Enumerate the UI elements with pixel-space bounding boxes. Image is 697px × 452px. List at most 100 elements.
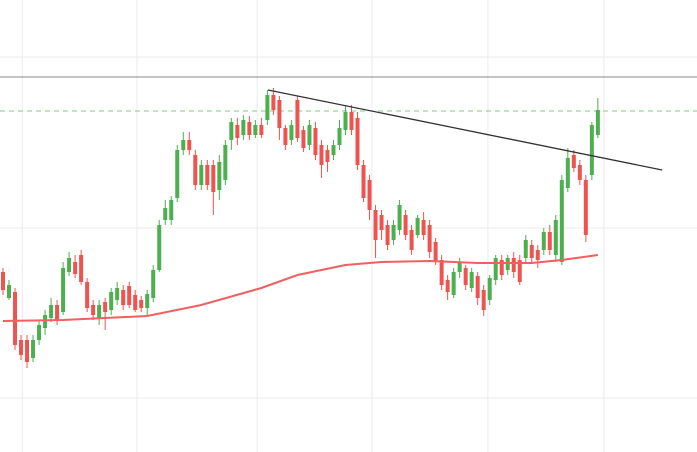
candle-body <box>289 125 294 140</box>
trendline <box>267 89 663 171</box>
candle-body <box>421 220 426 235</box>
candle-body <box>25 340 30 362</box>
candle-body <box>151 270 156 298</box>
candle-body <box>331 145 336 155</box>
candle-body <box>523 240 528 258</box>
candle-body <box>55 305 60 320</box>
candle-body <box>571 155 576 168</box>
candle-body <box>7 285 12 298</box>
candle-body <box>529 245 534 258</box>
candle-body <box>169 200 174 220</box>
candle-body <box>163 208 168 220</box>
candle-body <box>427 225 432 252</box>
candle-body <box>499 260 504 275</box>
candle-body <box>481 290 486 310</box>
candle-body <box>79 255 84 282</box>
candle-body <box>385 225 390 245</box>
candle-body <box>115 288 120 300</box>
candle-body <box>265 95 270 120</box>
candle-body <box>247 122 252 135</box>
candle-body <box>583 180 588 235</box>
candle-body <box>361 165 366 198</box>
candle-body <box>565 158 570 188</box>
candle-body <box>109 292 114 310</box>
candle-body <box>259 125 264 135</box>
candle-body <box>457 262 462 272</box>
candle-body <box>487 278 492 300</box>
candle-body <box>97 305 102 318</box>
candle-body <box>343 112 348 130</box>
candle-body <box>175 150 180 198</box>
moving-average <box>2 254 598 322</box>
candle-body <box>379 215 384 230</box>
candle-body <box>199 165 204 185</box>
candle-body <box>559 180 564 262</box>
candle-body <box>241 120 246 135</box>
candle-body <box>367 180 372 210</box>
candle-body <box>283 128 288 145</box>
candle-body <box>589 125 594 175</box>
candle-body <box>193 155 198 185</box>
candle-body <box>535 250 540 260</box>
candle-body <box>61 268 66 312</box>
candle-body <box>67 258 72 272</box>
candle-body <box>13 292 18 345</box>
candle-body <box>397 205 402 230</box>
candle-body <box>211 165 216 192</box>
candle-body <box>541 232 546 250</box>
candle-body <box>463 268 468 285</box>
candle-body <box>121 290 126 305</box>
candle-body <box>1 272 6 290</box>
candle-body <box>439 260 444 285</box>
candle-body <box>73 262 78 274</box>
candle-body <box>433 242 438 262</box>
candle-body <box>157 225 162 270</box>
candle-body <box>577 165 582 180</box>
candle-body <box>217 162 222 190</box>
candle-body <box>85 282 90 308</box>
candle-body <box>403 215 408 235</box>
candle-body <box>517 260 522 282</box>
candle-body <box>415 218 420 235</box>
candle-body <box>553 220 558 255</box>
candle-body <box>475 276 480 298</box>
candle-body <box>31 340 36 358</box>
candle-body <box>277 100 282 128</box>
candle-body <box>469 272 474 288</box>
candle-body <box>127 286 132 305</box>
candle-body <box>493 258 498 280</box>
candle-body <box>445 280 450 292</box>
candle-body <box>313 128 318 155</box>
candle-body <box>181 140 186 150</box>
candle-body <box>595 110 600 135</box>
candle-body <box>43 315 48 328</box>
candle-body <box>295 100 300 138</box>
candle-body <box>451 272 456 295</box>
candle-body <box>223 145 228 180</box>
candle-body <box>325 150 330 162</box>
candle-body <box>49 305 54 318</box>
candle-body <box>349 112 354 130</box>
candle-body <box>355 118 360 165</box>
candle-body <box>229 122 234 140</box>
candle-body <box>409 230 414 250</box>
candle-body <box>301 130 306 148</box>
candle-body <box>319 145 324 165</box>
candle-body <box>547 232 552 250</box>
candle-body <box>253 125 258 135</box>
candle-body <box>187 140 192 150</box>
candle-body <box>271 95 276 110</box>
candle-body <box>37 325 42 340</box>
candle-body <box>373 210 378 240</box>
candle-body <box>307 125 312 145</box>
candle-body <box>337 128 342 145</box>
candle-body <box>205 165 210 185</box>
candle-body <box>391 225 396 240</box>
candle-body <box>145 294 150 308</box>
candle-body <box>235 125 240 138</box>
candle-body <box>133 295 138 310</box>
candle-body <box>103 302 108 312</box>
candle-body <box>139 300 144 308</box>
candle-body <box>19 340 24 355</box>
